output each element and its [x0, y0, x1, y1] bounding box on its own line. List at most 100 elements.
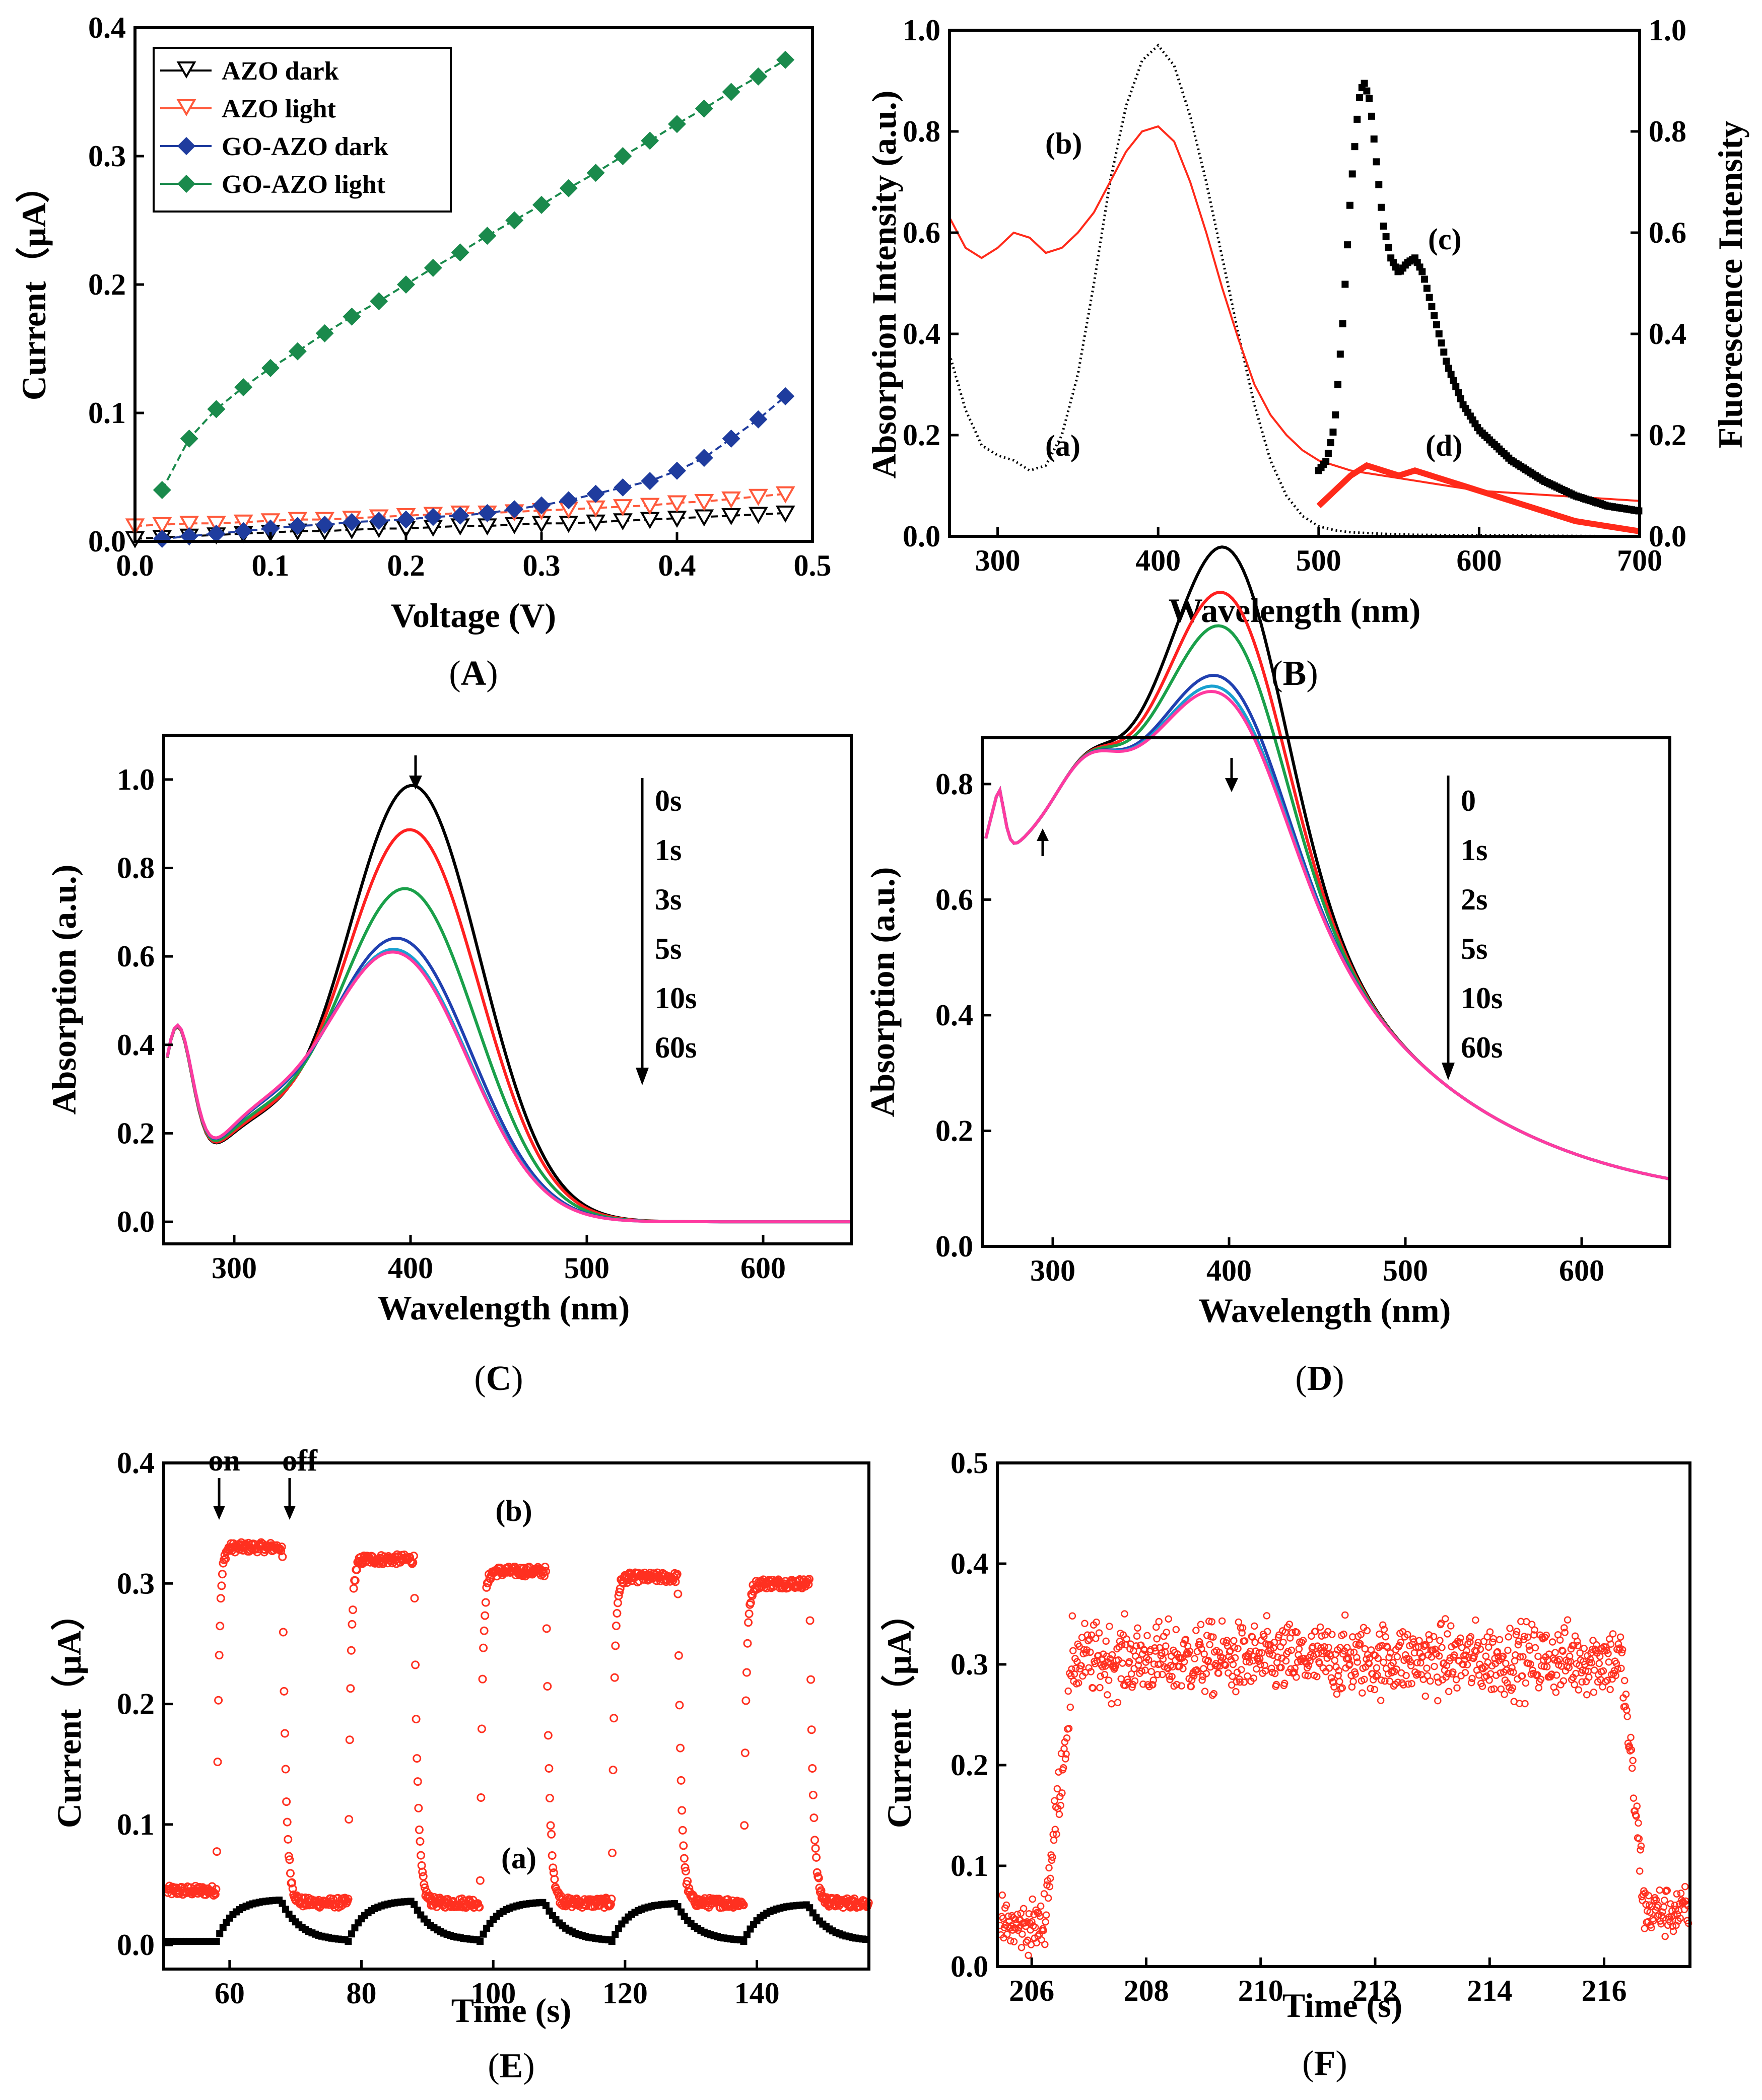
- data-point: [775, 486, 795, 504]
- photocurrent-point: [1231, 1654, 1239, 1662]
- spectrum-c-point: [1421, 275, 1429, 283]
- photocurrent-point: [1461, 1669, 1469, 1676]
- panel-e-ytick-label: 0.2: [117, 1688, 155, 1721]
- photocurrent-point: [1641, 1925, 1649, 1932]
- photocurrent-point: [1335, 1667, 1343, 1674]
- photocurrent-point: [1567, 1657, 1574, 1665]
- photocurrent-point: [1055, 1810, 1063, 1818]
- photocurrent-point: [1331, 1656, 1339, 1664]
- photocurrent-point: [1617, 1664, 1625, 1672]
- panel-e-ytick-label: 0.0: [117, 1928, 155, 1962]
- panel-b-xtick-label: 400: [1135, 544, 1181, 577]
- photocurrent-point: [1496, 1636, 1504, 1644]
- data-point: [315, 515, 334, 534]
- photocurrent-point: [1677, 1889, 1685, 1897]
- spectrum-c-point: [1356, 94, 1364, 101]
- photocurrent-point: [1489, 1638, 1497, 1646]
- panel-a-ytick-label: 0.4: [88, 11, 126, 44]
- spectrum-c-point: [1375, 181, 1383, 188]
- photocurrent-point: [1162, 1642, 1170, 1650]
- photocurrent-point: [1511, 1657, 1519, 1665]
- photocurrent-b-point: [284, 1852, 293, 1861]
- spectrum-c-point: [1336, 351, 1344, 358]
- spectrum-c-point: [1363, 87, 1371, 95]
- spectrum-c-point: [1341, 281, 1349, 288]
- time-label-60s: 60s: [1461, 1031, 1503, 1064]
- photocurrent-point: [1660, 1903, 1668, 1911]
- photocurrent-point: [1414, 1670, 1422, 1677]
- photocurrent-b-point: [608, 1766, 618, 1775]
- photocurrent-point: [1077, 1662, 1085, 1669]
- photocurrent-b-point: [673, 1589, 683, 1598]
- spectrum-c-point: [1450, 377, 1457, 384]
- photocurrent-point: [1051, 1797, 1058, 1804]
- photocurrent-point: [1165, 1672, 1173, 1680]
- photocurrent-point: [1610, 1667, 1618, 1674]
- photocurrent-point: [1519, 1653, 1527, 1661]
- data-point: [559, 491, 578, 510]
- photocurrent-b-point: [676, 1776, 686, 1785]
- photocurrent-point: [1295, 1645, 1303, 1653]
- photocurrent-point: [1250, 1622, 1258, 1630]
- photocurrent-b-point: [476, 1876, 485, 1885]
- photocurrent-point: [1142, 1654, 1150, 1662]
- photocurrent-point: [1232, 1688, 1240, 1696]
- photocurrent-b-point: [550, 1875, 559, 1884]
- panel-f-ytick-label: 0.1: [951, 1849, 988, 1882]
- photocurrent-point: [1229, 1672, 1236, 1680]
- photocurrent-point: [1336, 1644, 1344, 1651]
- photocurrent-point: [1497, 1669, 1504, 1677]
- photocurrent-b-point: [809, 1813, 819, 1823]
- photocurrent-point: [1548, 1670, 1555, 1678]
- photocurrent-b-point: [281, 1765, 290, 1774]
- photocurrent-point: [1201, 1688, 1209, 1695]
- panel-d-ytick-label: 0.4: [935, 999, 973, 1032]
- photocurrent-point: [1478, 1683, 1486, 1690]
- photocurrent-point: [1535, 1684, 1543, 1692]
- time-label-1s: 1s: [655, 833, 682, 867]
- photocurrent-point: [1459, 1660, 1467, 1668]
- photocurrent-point: [1293, 1673, 1300, 1681]
- panel-a-xtick-label: 0.1: [252, 549, 290, 582]
- photocurrent-b-point: [679, 1841, 688, 1850]
- photocurrent-point: [1434, 1697, 1442, 1705]
- photocurrent-point: [1635, 1819, 1642, 1827]
- photocurrent-point: [1082, 1649, 1090, 1657]
- photocurrent-point: [1068, 1612, 1076, 1620]
- photocurrent-point: [1147, 1667, 1155, 1675]
- photocurrent-point: [1149, 1676, 1158, 1684]
- photocurrent-point: [1595, 1660, 1603, 1667]
- photocurrent-point: [1104, 1691, 1111, 1699]
- photocurrent-point: [1153, 1635, 1161, 1643]
- photocurrent-a-point: [345, 1937, 352, 1945]
- photocurrent-b-point: [481, 1611, 490, 1620]
- photocurrent-b-point: [346, 1684, 355, 1693]
- photocurrent-point: [1422, 1641, 1430, 1649]
- photocurrent-point: [1534, 1652, 1542, 1660]
- data-point: [586, 164, 605, 182]
- data-point: [668, 461, 686, 480]
- photocurrent-point: [1045, 1864, 1053, 1872]
- photocurrent-point: [1250, 1674, 1258, 1682]
- photocurrent-a-point: [411, 1901, 418, 1908]
- photocurrent-point: [1648, 1924, 1655, 1932]
- photocurrent-b-point: [413, 1754, 422, 1763]
- photocurrent-point: [1574, 1642, 1582, 1650]
- panel-d-chart: 300 400 500 600 0.0 0.2 0.4 0.6 0.8 0 1s 2s 5s 10s 60…: [863, 545, 1671, 1398]
- data-point: [397, 510, 415, 529]
- photocurrent-point: [1518, 1672, 1526, 1680]
- photocurrent-b-point: [481, 1598, 490, 1607]
- photocurrent-point: [1195, 1638, 1203, 1646]
- photocurrent-point: [1050, 1836, 1058, 1844]
- photocurrent-point: [1548, 1638, 1556, 1646]
- photocurrent-point: [1359, 1689, 1366, 1697]
- photocurrent-point: [1386, 1649, 1394, 1657]
- data-point: [722, 83, 740, 101]
- photocurrent-point: [1607, 1640, 1615, 1648]
- panel-a-xlabel: Voltage (V): [391, 596, 556, 635]
- photocurrent-point: [1467, 1633, 1475, 1641]
- photocurrent-b-point: [610, 1673, 619, 1682]
- panel-f-chart: 206 208 210 212 214 216 0.0 0.1 0.2 0.3 0.4 0.5 Tim…: [880, 1446, 1692, 2083]
- photocurrent-point: [1225, 1669, 1232, 1677]
- photocurrent-point: [1067, 1672, 1075, 1679]
